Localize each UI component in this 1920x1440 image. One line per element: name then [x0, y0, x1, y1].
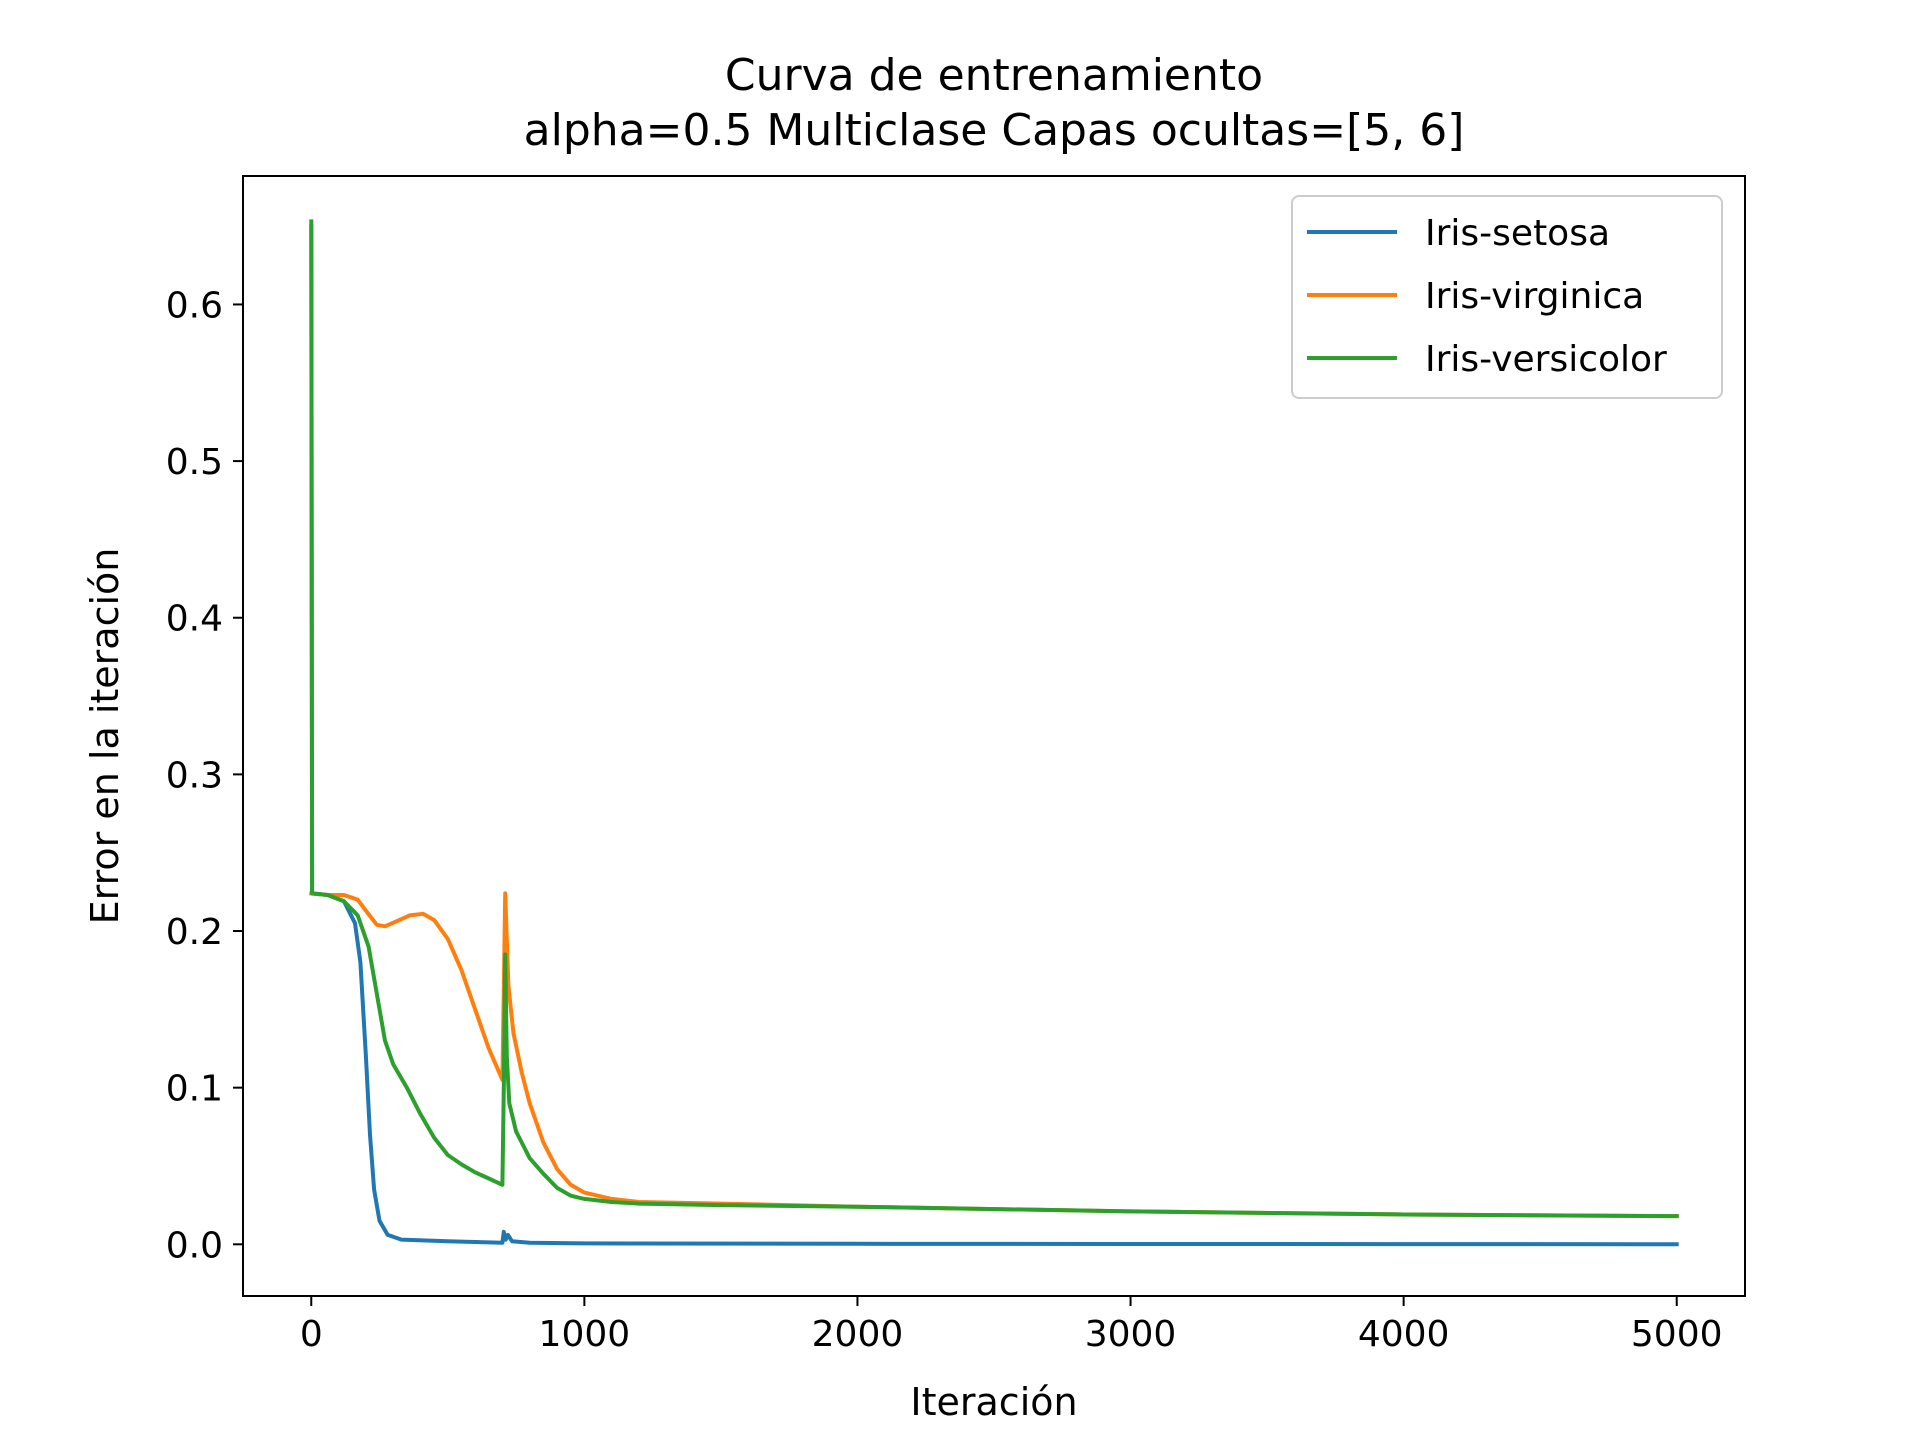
x-tick-label: 0 — [300, 1314, 323, 1355]
x-tick-label: 3000 — [1085, 1314, 1177, 1355]
y-tick-label: 0.3 — [166, 755, 223, 796]
series-line-iris-setosa — [309, 224, 1679, 1247]
series-line-iris-versicolor — [309, 219, 1679, 1219]
legend-box — [1291, 195, 1723, 399]
plot-frame — [242, 175, 1746, 1297]
x-tick-label: 5000 — [1631, 1314, 1723, 1355]
y-tick-label: 0.1 — [166, 1069, 223, 1110]
legend: Iris-setosa Iris-virginica Iris-versicolor — [1291, 195, 1723, 399]
legend-label: Iris-versicolor — [1425, 339, 1667, 380]
x-tick-label: 1000 — [539, 1314, 631, 1355]
y-tick-label: 0.6 — [166, 285, 223, 326]
chart-subtitle: alpha=0.5 Multiclase Capas ocultas=[5, 6… — [524, 105, 1465, 156]
y-axis-ticks: 0.0 0.1 0.2 0.3 0.4 0.5 0.6 — [166, 285, 243, 1266]
x-axis-ticks: 0 1000 2000 3000 4000 5000 — [300, 1296, 1723, 1355]
x-axis-label: Iteración — [910, 1380, 1077, 1424]
y-tick-label: 0.0 — [166, 1225, 223, 1266]
x-tick-label: 4000 — [1358, 1314, 1450, 1355]
x-tick-label: 2000 — [812, 1314, 904, 1355]
y-axis-label: Error en la iteración — [83, 548, 127, 925]
chart-title: Curva de entrenamiento — [725, 50, 1263, 101]
series-lines — [309, 219, 1679, 1247]
series-line-iris-virginica — [309, 891, 1679, 1219]
legend-label: Iris-setosa — [1425, 213, 1610, 254]
legend-label: Iris-virginica — [1425, 276, 1644, 317]
y-tick-label: 0.4 — [166, 599, 223, 640]
y-tick-label: 0.5 — [166, 442, 223, 483]
y-tick-label: 0.2 — [166, 912, 223, 953]
